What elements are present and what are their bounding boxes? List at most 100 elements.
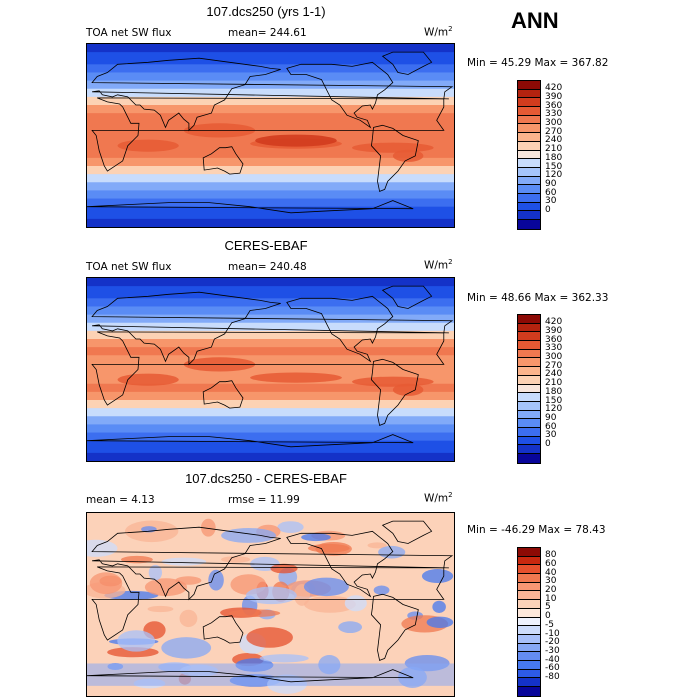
map-band: [87, 96, 454, 102]
map-band: [87, 452, 454, 458]
map-band: [87, 444, 454, 450]
panel-obs-map: [86, 277, 455, 462]
map-band: [87, 383, 454, 389]
map-anomaly-patch: [161, 637, 212, 659]
colorbar-label: 60: [545, 421, 557, 432]
colorbar-label: 330: [545, 343, 563, 354]
map-band: [87, 379, 454, 385]
map-band: [87, 400, 454, 405]
colorbar-label: 390: [545, 91, 563, 102]
map-band: [87, 84, 454, 90]
colorbar-label: 210: [545, 144, 563, 155]
panel-model-map-svg: [87, 44, 454, 227]
coastline: [370, 593, 419, 661]
map-band: [87, 48, 454, 53]
map-band: [87, 182, 454, 187]
colorbar-segment: [518, 176, 540, 186]
map-band: [87, 72, 454, 78]
colorbar-segment: [518, 548, 540, 557]
panel-obs-left-label: TOA net SW flux: [86, 261, 172, 273]
map-band: [87, 60, 454, 65]
coastline: [381, 520, 433, 544]
map-band: [87, 306, 454, 312]
colorbar-label: 120: [545, 404, 563, 415]
map-band: [87, 351, 454, 356]
colorbar-label: 420: [545, 317, 563, 328]
map-band: [87, 166, 454, 171]
colorbar-segment: [518, 358, 540, 368]
map-anomaly-patch: [338, 621, 363, 634]
coastline: [370, 358, 419, 426]
map-anomaly-patch: [245, 586, 297, 605]
panel-model-title: 107.dcs250 (yrs 1-1): [206, 4, 326, 19]
map-anomaly-patch: [246, 627, 293, 648]
colorbar-label: 180: [545, 386, 563, 397]
map-band: [87, 178, 454, 183]
map-anomaly-patch: [373, 585, 390, 595]
colorbar-segment: [518, 107, 540, 116]
map-anomaly-patch: [301, 533, 331, 542]
map-band: [87, 310, 454, 316]
map-warm-region: [250, 372, 342, 383]
colorbar-segment: [518, 608, 540, 618]
colorbar-label: 360: [545, 334, 563, 345]
map-band: [87, 363, 454, 368]
map-band: [87, 88, 454, 94]
colorbar-label: 10: [545, 593, 557, 604]
map-band: [87, 424, 454, 429]
colorbar-segment: [518, 617, 540, 627]
colorbar-segment: [518, 427, 540, 437]
colorbar-label: 180: [545, 152, 563, 163]
map-band: [87, 198, 454, 204]
colorbar-segment: [518, 445, 540, 454]
map-band: [87, 302, 454, 307]
colorbar-segment: [518, 81, 540, 90]
map-anomaly-patch: [117, 630, 156, 652]
colorbar-segment: [518, 410, 540, 420]
colorbar-label: 210: [545, 378, 563, 389]
map-band: [87, 190, 454, 195]
coastline: [202, 380, 244, 409]
colorbar-label: 360: [545, 100, 563, 111]
map-band: [87, 170, 454, 175]
colorbar-segment: [518, 582, 540, 592]
map-band: [87, 339, 454, 344]
panel-diff-units: W/m2: [424, 491, 453, 505]
map-anomaly-patch: [426, 616, 454, 628]
map-band: [87, 343, 454, 348]
map-band: [87, 428, 454, 434]
coastline: [91, 566, 445, 641]
map-band: [87, 456, 454, 461]
colorbar-segment: [518, 436, 540, 446]
coastline: [91, 526, 454, 601]
map-warm-region: [352, 376, 434, 387]
panel-model-stat-label: mean= 244.61: [228, 27, 307, 39]
coastline: [381, 51, 433, 75]
map-band: [87, 294, 454, 299]
colorbar-label: 240: [545, 135, 563, 146]
colorbar-label: -80: [545, 672, 560, 682]
map-anomaly-patch: [367, 542, 387, 549]
map-band: [87, 186, 454, 191]
colorbar-segment: [518, 150, 540, 160]
map-band: [87, 44, 454, 49]
colorbar-segment: [518, 626, 540, 635]
map-band: [87, 149, 454, 155]
colorbar-label: 0: [545, 611, 551, 622]
colorbar-label: 90: [545, 412, 557, 423]
panel-obs-title: CERES-EBAF: [224, 238, 308, 253]
map-anomaly-patch: [89, 572, 123, 595]
map-anomaly-patch: [307, 543, 350, 553]
map-band: [87, 314, 454, 320]
map-band: [87, 408, 454, 413]
map-band: [87, 448, 454, 454]
colorbar-segment: [518, 393, 540, 402]
colorbar-segment: [518, 652, 540, 661]
map-anomaly-patch: [144, 578, 188, 597]
map-band: [87, 218, 454, 224]
colorbar-segment: [518, 315, 540, 324]
map-warm-region: [117, 139, 179, 152]
panel-obs-map-svg: [87, 278, 454, 461]
map-anomaly-patch: [208, 569, 224, 591]
colorbar-segment: [518, 124, 540, 134]
